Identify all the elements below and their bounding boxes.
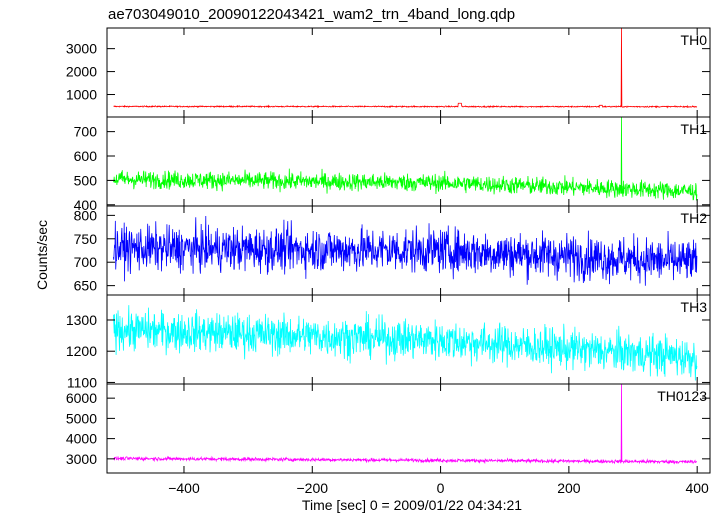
panel-th3: 1100 1200 1300 TH3 [66,294,711,390]
panel-th0: 1000 2000 3000 TH0 [66,27,711,118]
y-tick-label: 400 [74,197,98,213]
y-tick-label: 1000 [66,87,97,103]
y-tick-label: 650 [74,278,98,294]
panel-frame [106,27,711,118]
panel-label: TH3 [681,299,708,315]
panel-label: TH2 [681,210,708,226]
panel-th1: 400 500 600 700 TH1 [74,116,711,213]
series-th2 [113,216,698,286]
y-axis-label: Counts/sec [34,220,50,290]
y-tick-label: 3000 [66,451,97,467]
y-tick-label: 3000 [66,41,97,57]
y-tick-label: 6000 [66,390,97,406]
series-th3 [113,305,698,381]
y-tick-label: 5000 [66,410,97,426]
series-th1 [113,117,698,201]
y-tick-label: 600 [74,148,98,164]
panel-label: TH0 [681,32,708,48]
y-tick-label: 2000 [66,64,97,80]
panel-label: TH0123 [657,388,707,404]
y-tick-label: 700 [74,254,98,270]
x-tick-label: 0 [437,480,445,496]
y-tick-label: 1100 [67,374,97,390]
panel-frame [106,383,711,474]
y-tick-label: 800 [74,207,98,223]
panel-th2: 650 700 750 800 TH2 [74,205,711,296]
y-tick-label: 500 [74,172,98,188]
series-th0123 [113,384,698,465]
y-tick-label: 1300 [66,312,97,328]
series-th0 [113,28,698,109]
x-tick-label: −400 [168,480,200,496]
x-tick-label: 200 [557,480,581,496]
y-tick-label: 4000 [66,431,97,447]
x-axis-label: Time [sec] 0 = 2009/01/22 04:34:21 [302,497,522,513]
x-tick-label: −200 [297,480,329,496]
chart-title: ae703049010_20090122043421_wam2_trn_4ban… [108,6,515,23]
y-tick-label: 1200 [66,343,97,359]
x-tick-label: 400 [685,480,709,496]
panel-th0123: 3000 4000 5000 6000 TH0123 [66,383,711,474]
panel-label: TH1 [681,121,708,137]
y-tick-label: 700 [74,124,98,140]
y-tick-label: 750 [74,231,98,247]
